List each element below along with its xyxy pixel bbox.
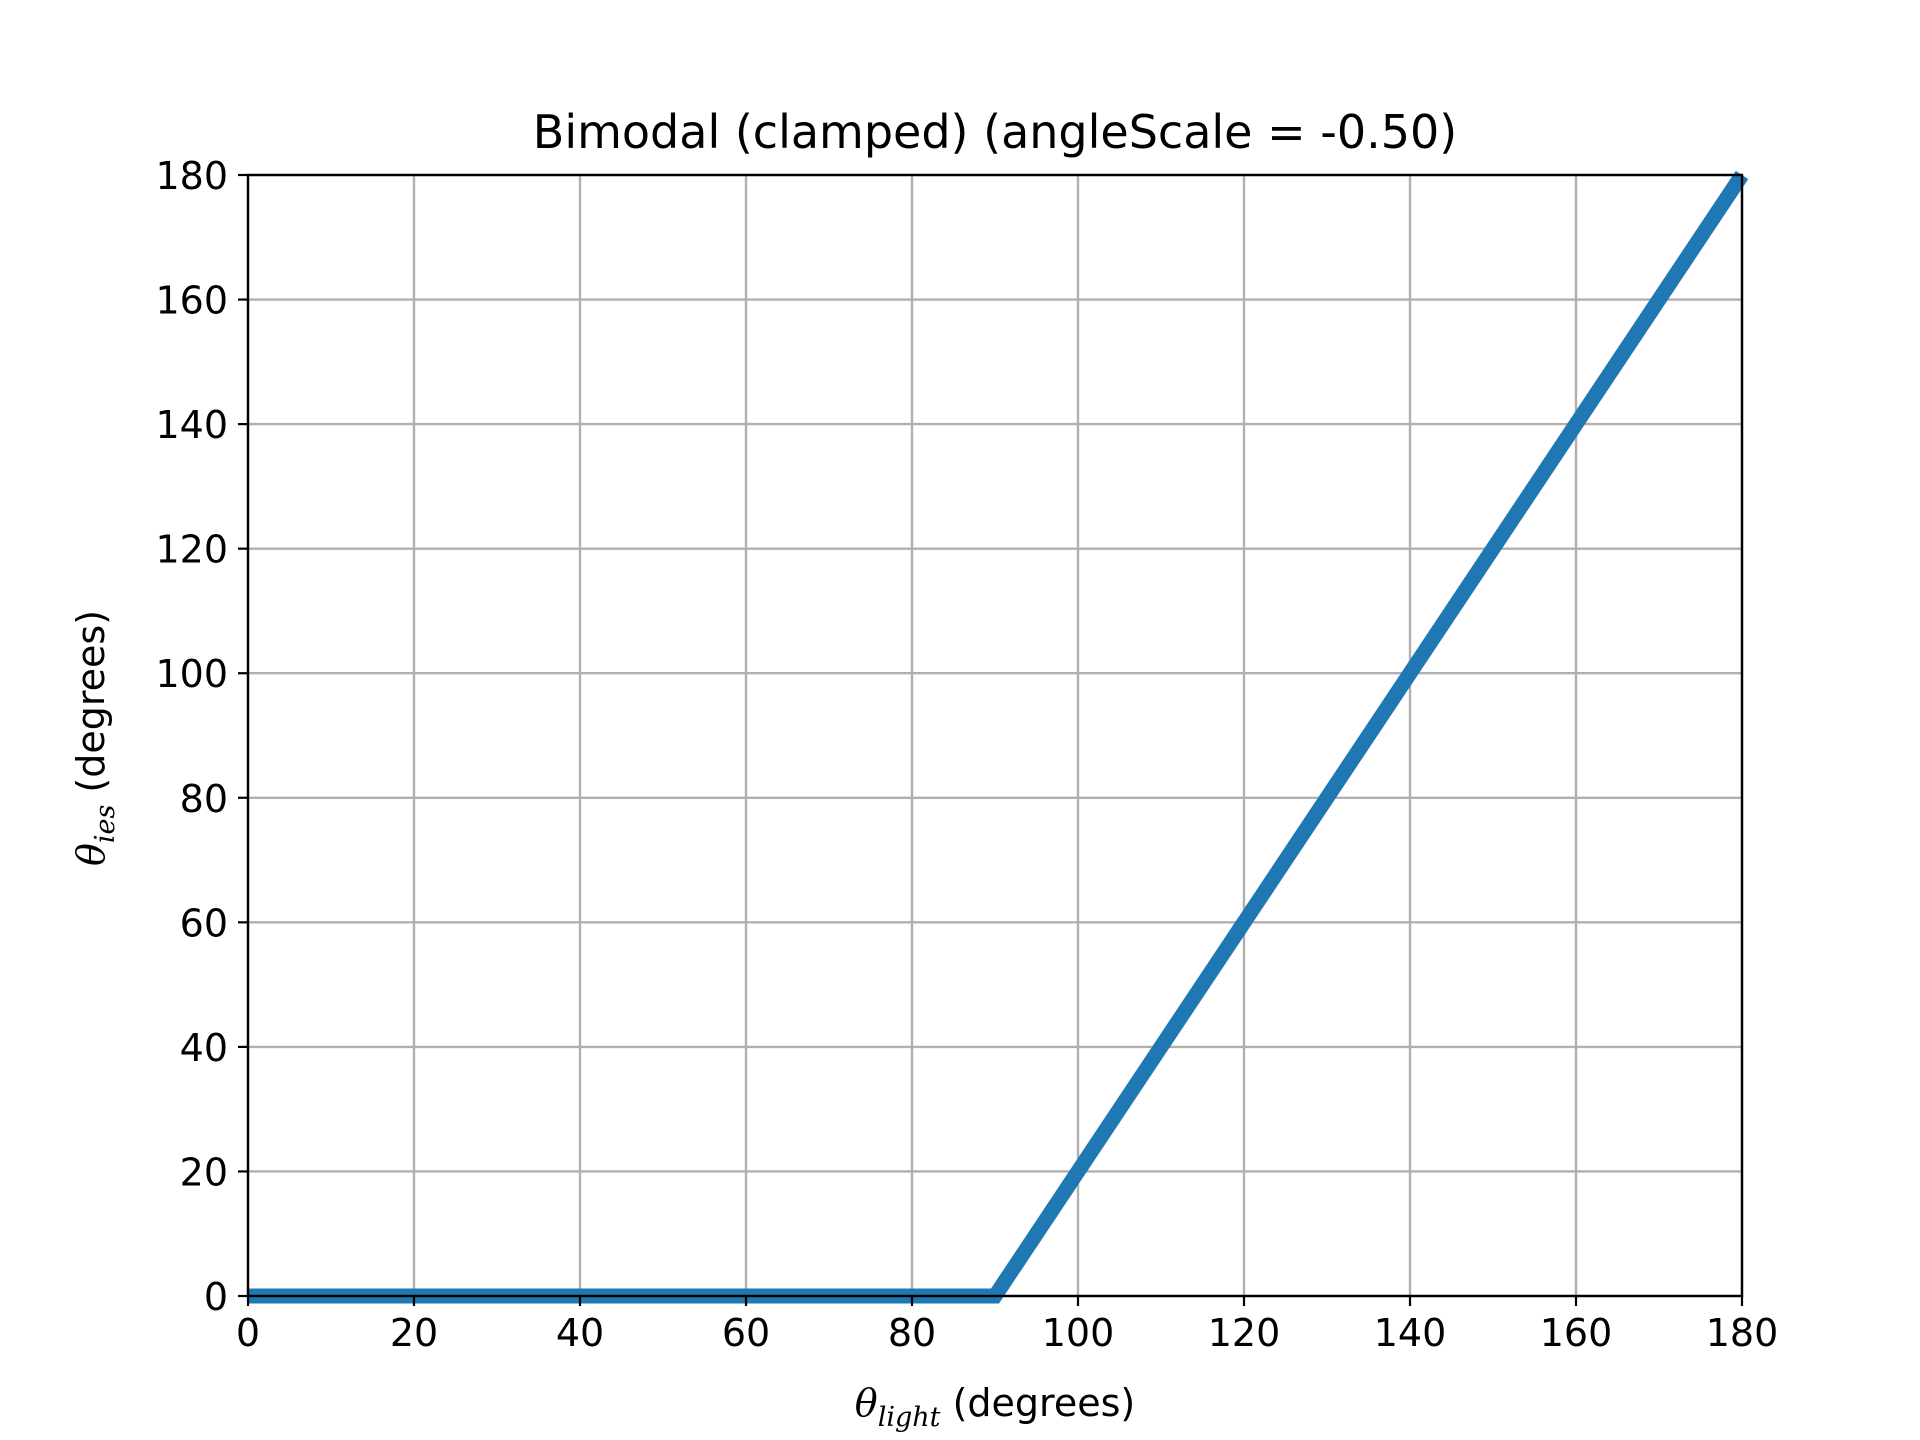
- y-axis-label-unit: (degrees): [69, 610, 113, 793]
- x-tick-label-160: 160: [1540, 1311, 1613, 1355]
- x-tick-label-20: 20: [390, 1311, 438, 1355]
- x-tick-label-140: 140: [1374, 1311, 1447, 1355]
- y-tick-label-100: 100: [155, 652, 228, 696]
- y-tick-label-180: 180: [155, 154, 228, 198]
- x-axis-label-space: [940, 1381, 952, 1425]
- y-tick-label-140: 140: [155, 403, 228, 447]
- x-tick-label-180: 180: [1706, 1311, 1779, 1355]
- y-axis-label-space: [69, 793, 113, 805]
- y-tick-label-0: 0: [204, 1275, 228, 1319]
- x-tick-label-60: 60: [722, 1311, 770, 1355]
- y-tick-label-160: 160: [155, 279, 228, 323]
- x-tick-label-80: 80: [888, 1311, 936, 1355]
- x-tick-label-0: 0: [236, 1311, 260, 1355]
- chart-title: Bimodal (clamped) (angleScale = -0.50): [533, 105, 1457, 159]
- x-axis-label-subscript: light: [878, 1402, 941, 1433]
- y-axis-label: θies (degrees): [69, 610, 121, 866]
- y-axis-label-symbol: θ: [69, 843, 113, 866]
- plot-frame: [246, 173, 1744, 1298]
- x-axis-label-unit: (degrees): [953, 1381, 1136, 1425]
- y-tick-label-20: 20: [180, 1150, 228, 1194]
- x-tick-label-120: 120: [1208, 1311, 1281, 1355]
- x-tick-label-40: 40: [556, 1311, 604, 1355]
- y-tick-label-60: 60: [180, 901, 228, 945]
- x-axis-label-symbol: θ: [855, 1381, 878, 1425]
- y-axis-label-subscript: ies: [90, 805, 121, 843]
- y-tick-label-40: 40: [180, 1026, 228, 1070]
- y-tick-label-80: 80: [180, 777, 228, 821]
- ticks: 0 20 40 60 80 100 120 140 160 180 0 20 40 60 80 100 120 1…: [155, 154, 1778, 1355]
- y-tick-label-120: 120: [155, 528, 228, 572]
- x-tick-label-100: 100: [1042, 1311, 1115, 1355]
- x-axis-label: θlight (degrees): [855, 1381, 1135, 1433]
